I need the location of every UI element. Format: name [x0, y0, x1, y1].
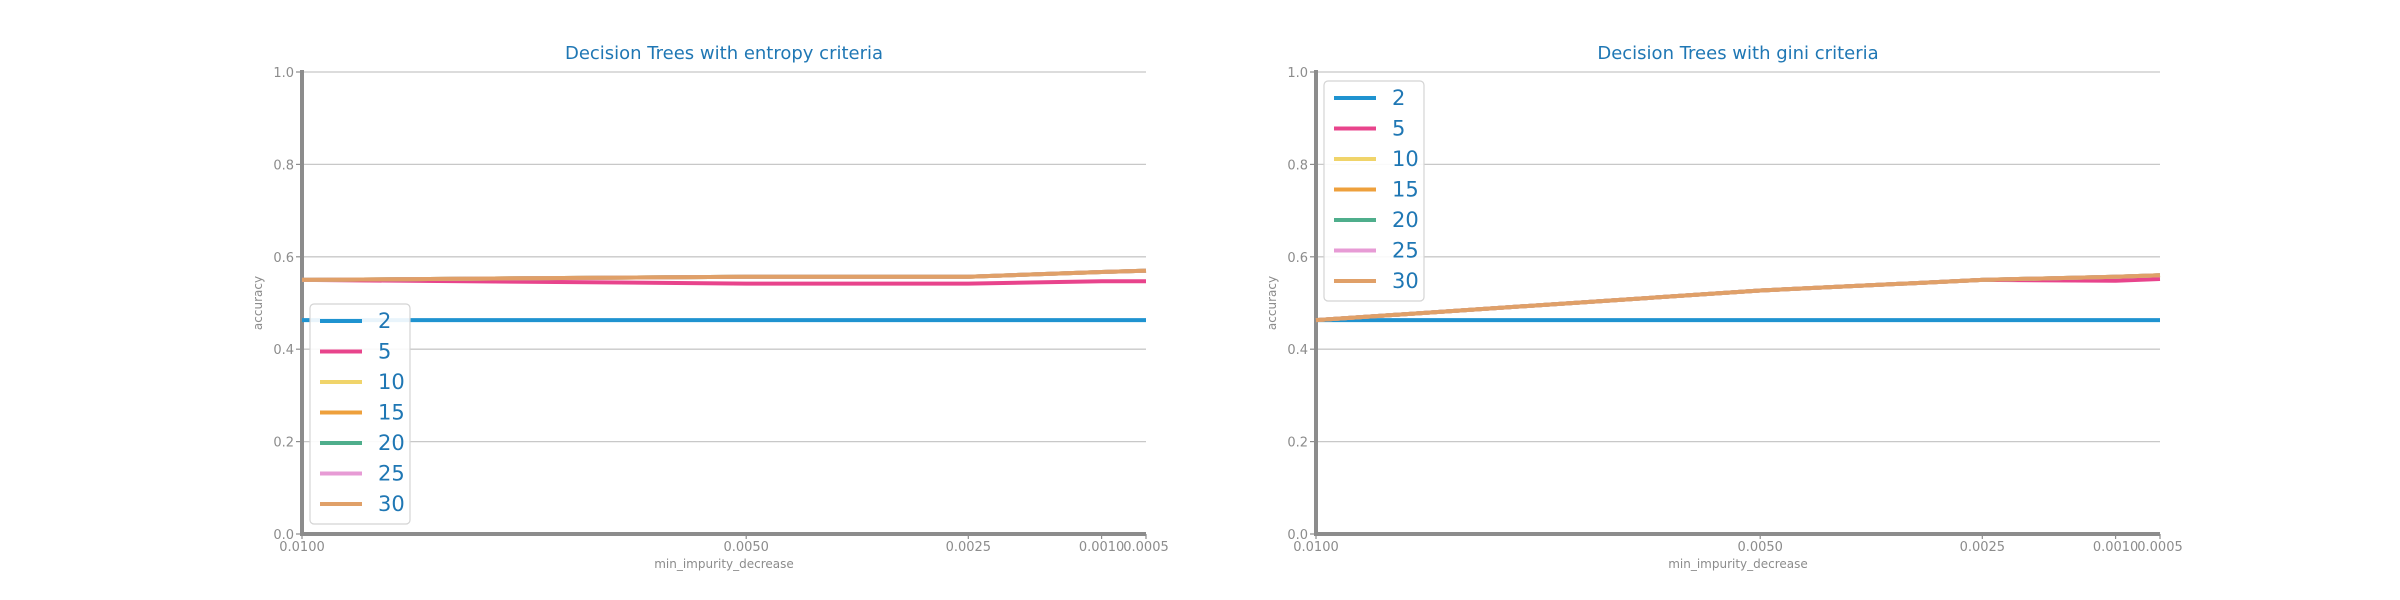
legend-label: 5: [1392, 117, 1405, 141]
series-line-5: [1315, 277, 2161, 323]
legend-label: 10: [378, 370, 405, 394]
y-tick-label: 0.2: [1287, 436, 1308, 451]
x-tick-label: 0.0025: [1960, 540, 2006, 555]
series-line-5: [301, 277, 1146, 286]
x-tick-label: 0.0005: [2137, 540, 2183, 555]
chart-title: Decision Trees with gini criteria: [1597, 43, 1878, 64]
x-tick-label: 0.0100: [279, 540, 325, 555]
x-tick-label: 0.0010: [1079, 540, 1125, 555]
series-line-30: [1315, 273, 2161, 323]
y-tick-label: 0.6: [1287, 251, 1308, 266]
x-tick-label: 0.0100: [1293, 540, 1339, 555]
chart-panel-2: 0.0 0.2 0.4 0.6 0.8 1.0 0.0100 0.0050 0.0025 0.00…: [1265, 43, 2183, 571]
legend-label: 25: [1392, 239, 1419, 263]
x-tick-label: 0.0050: [1737, 540, 1783, 555]
y-tick-label: 0.0: [273, 528, 294, 543]
legend-label: 25: [378, 462, 405, 486]
x-tick-label: 0.0025: [946, 540, 992, 555]
x-axis-label: min_impurity_decrease: [1668, 557, 1808, 571]
legend-label: 20: [1392, 208, 1419, 232]
legend-label: 5: [378, 340, 391, 364]
y-tick-label: 0.2: [273, 436, 294, 451]
x-tick-label: 0.0005: [1123, 540, 1169, 555]
legend-label: 2: [1392, 86, 1405, 110]
series-line-30: [301, 268, 1147, 282]
y-tick-label: 0.6: [273, 251, 294, 266]
x-axis-label: min_impurity_decrease: [654, 557, 794, 571]
y-axis-label: accuracy: [1265, 276, 1279, 330]
y-tick-label: 0.4: [273, 343, 294, 358]
y-tick-label: 1.0: [1287, 66, 1308, 81]
y-tick-label: 0.0: [1287, 528, 1308, 543]
legend-label: 15: [378, 401, 405, 425]
legend-label: 10: [1392, 147, 1419, 171]
x-tick-label: 0.0010: [2093, 540, 2139, 555]
y-tick-label: 0.8: [273, 158, 294, 173]
x-tick-label: 0.0050: [723, 540, 769, 555]
legend-label: 15: [1392, 178, 1419, 202]
y-axis-label: accuracy: [251, 276, 265, 330]
legend-label: 20: [378, 431, 405, 455]
y-tick-label: 0.8: [1287, 158, 1308, 173]
legend-label: 2: [378, 309, 391, 333]
chart-panel-1: 0.0 0.2 0.4 0.6 0.8 1.0 0.0100 0.0050 0.0025 0.00…: [251, 43, 1169, 571]
chart-title: Decision Trees with entropy criteria: [565, 43, 883, 64]
y-tick-label: 0.4: [1287, 343, 1308, 358]
legend-label: 30: [1392, 269, 1419, 293]
y-tick-label: 1.0: [273, 66, 294, 81]
legend-label: 30: [378, 492, 405, 516]
